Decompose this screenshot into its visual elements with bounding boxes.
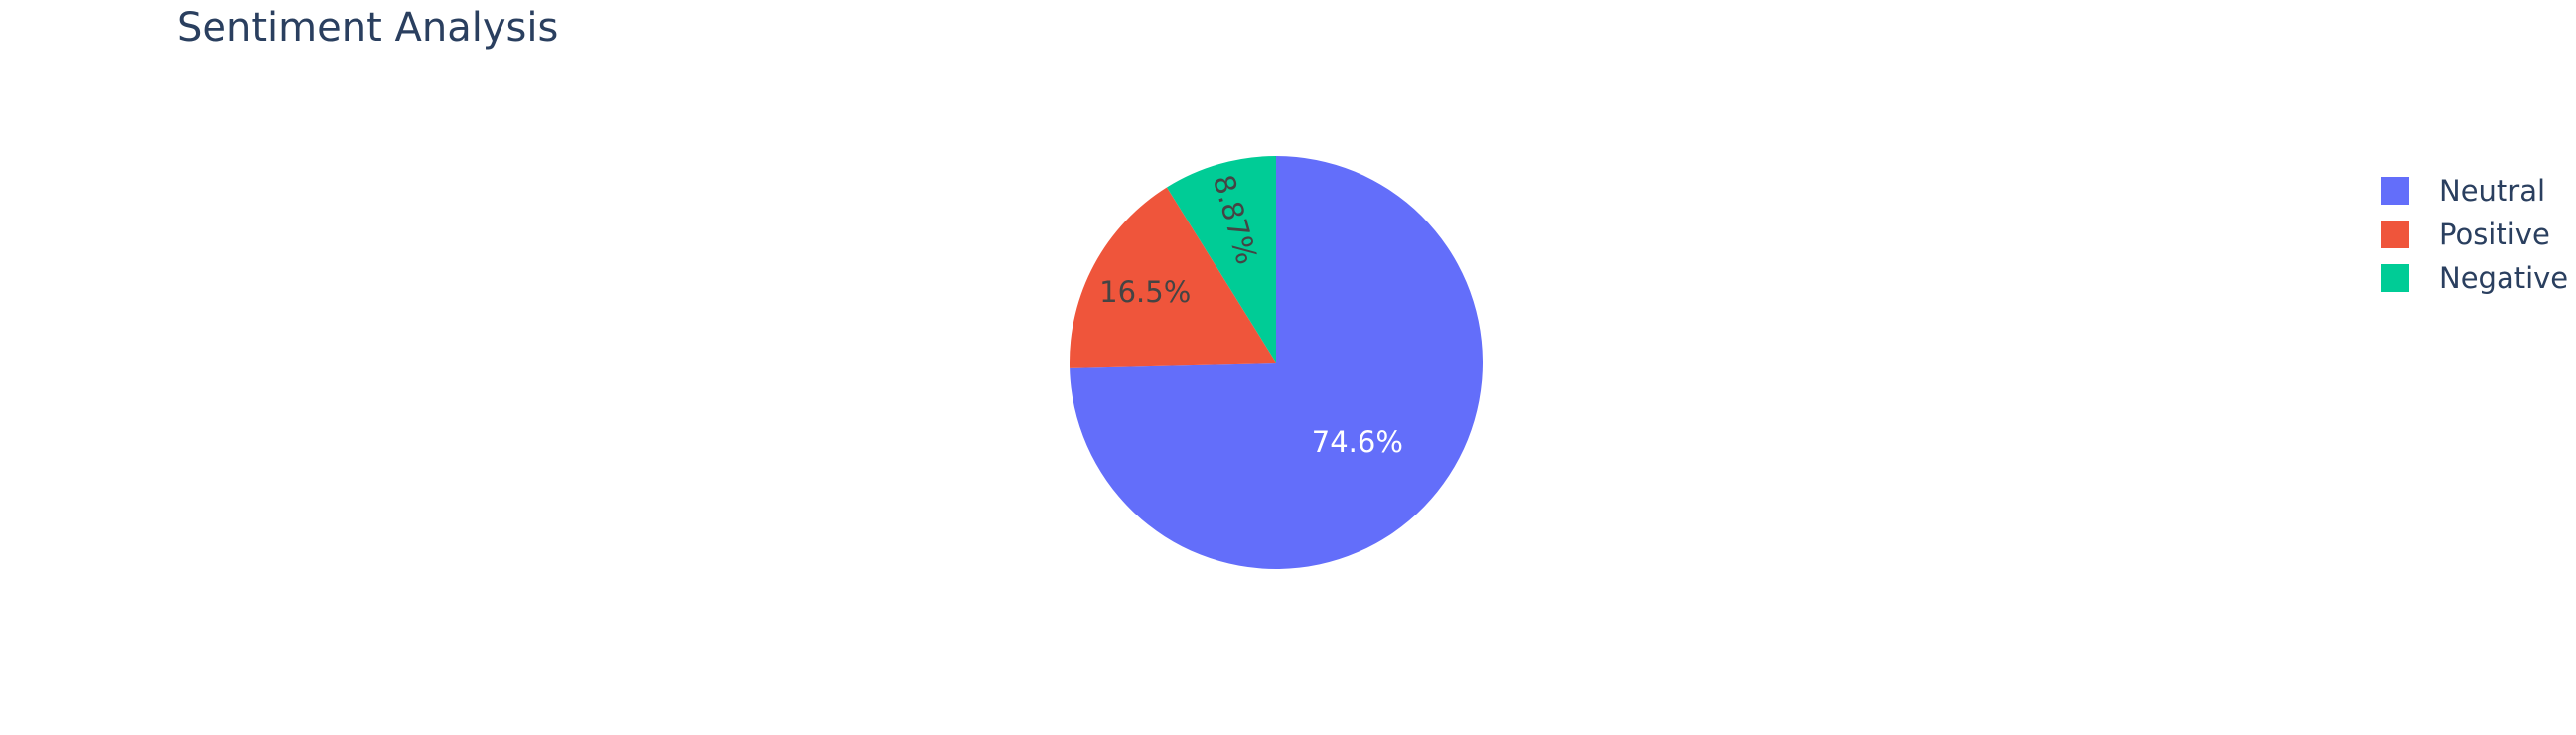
legend-item-neutral[interactable]: Neutral (2381, 169, 2568, 213)
pie-slices (1070, 156, 1483, 569)
legend-label-neutral: Neutral (2439, 174, 2546, 208)
chart-title: Sentiment Analysis (177, 5, 559, 51)
pie-slice-label-neutral: 74.6% (1312, 425, 1403, 459)
pie-slice-label-positive: 16.5% (1099, 275, 1191, 309)
legend-item-negative[interactable]: Negative (2381, 256, 2568, 300)
pie-slice-neutral[interactable] (1070, 156, 1483, 569)
legend-swatch-negative (2381, 264, 2409, 292)
legend-swatch-neutral (2381, 177, 2409, 205)
legend-swatch-positive (2381, 220, 2409, 248)
legend-item-positive[interactable]: Positive (2381, 213, 2568, 256)
legend-label-positive: Positive (2439, 218, 2550, 251)
legend: Neutral Positive Negative (2381, 169, 2568, 300)
pie-slice-positive[interactable] (1070, 187, 1276, 368)
pie-slice-negative[interactable] (1166, 156, 1276, 363)
legend-label-negative: Negative (2439, 261, 2569, 295)
